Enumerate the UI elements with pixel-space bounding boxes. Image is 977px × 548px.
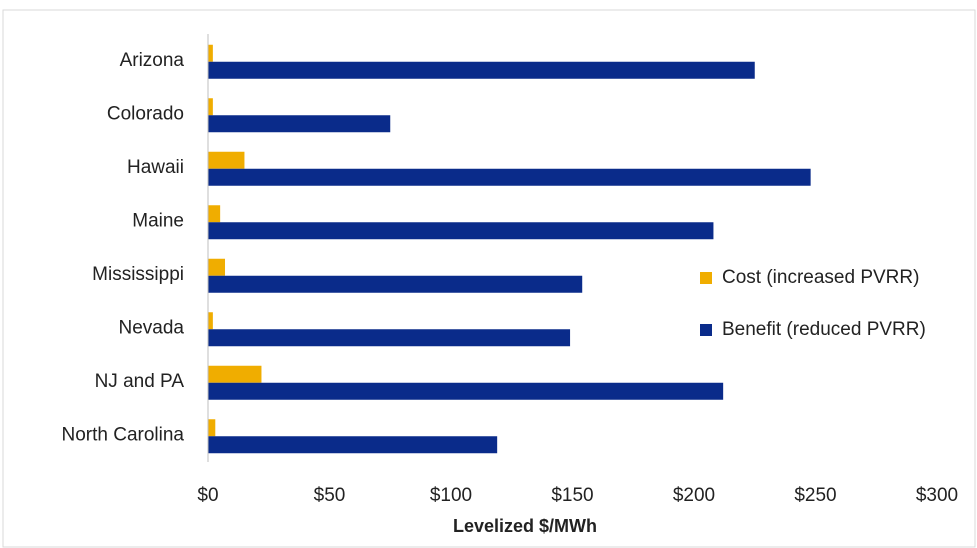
y-tick-label: Arizona bbox=[120, 50, 185, 71]
y-tick-label: Mississippi bbox=[92, 264, 184, 285]
x-tick-label: $100 bbox=[430, 485, 472, 506]
x-tick-label: $50 bbox=[314, 485, 346, 506]
y-tick-label: Colorado bbox=[107, 103, 184, 124]
x-tick-label: $250 bbox=[794, 485, 836, 506]
bar bbox=[208, 436, 498, 454]
x-tick-label: $0 bbox=[197, 485, 218, 506]
bar bbox=[208, 115, 391, 133]
bar bbox=[208, 44, 213, 62]
bar bbox=[208, 382, 724, 400]
bar bbox=[208, 98, 213, 116]
x-tick-label: $300 bbox=[916, 485, 958, 506]
bar bbox=[208, 312, 213, 330]
bar bbox=[208, 275, 583, 293]
x-tick-label: $200 bbox=[673, 485, 715, 506]
y-tick-label: North Carolina bbox=[62, 424, 185, 445]
bar bbox=[208, 61, 755, 79]
legend-label: Benefit (reduced PVRR) bbox=[722, 319, 926, 340]
x-tick-label: $150 bbox=[551, 485, 593, 506]
bar bbox=[208, 419, 216, 437]
y-tick-label: Maine bbox=[132, 210, 184, 231]
legend-swatch bbox=[700, 272, 712, 284]
bar bbox=[208, 258, 226, 276]
legend-swatch bbox=[700, 324, 712, 336]
bar bbox=[208, 222, 714, 240]
y-tick-label: Nevada bbox=[119, 317, 185, 338]
bar bbox=[208, 365, 262, 383]
x-axis-title: Levelized $/MWh bbox=[453, 516, 597, 536]
bar bbox=[208, 329, 571, 347]
legend-label: Cost (increased PVRR) bbox=[722, 267, 919, 288]
bar bbox=[208, 205, 221, 223]
y-tick-label: Hawaii bbox=[127, 157, 184, 178]
bar bbox=[208, 168, 811, 186]
bar bbox=[208, 151, 245, 169]
y-tick-label: NJ and PA bbox=[95, 371, 185, 392]
